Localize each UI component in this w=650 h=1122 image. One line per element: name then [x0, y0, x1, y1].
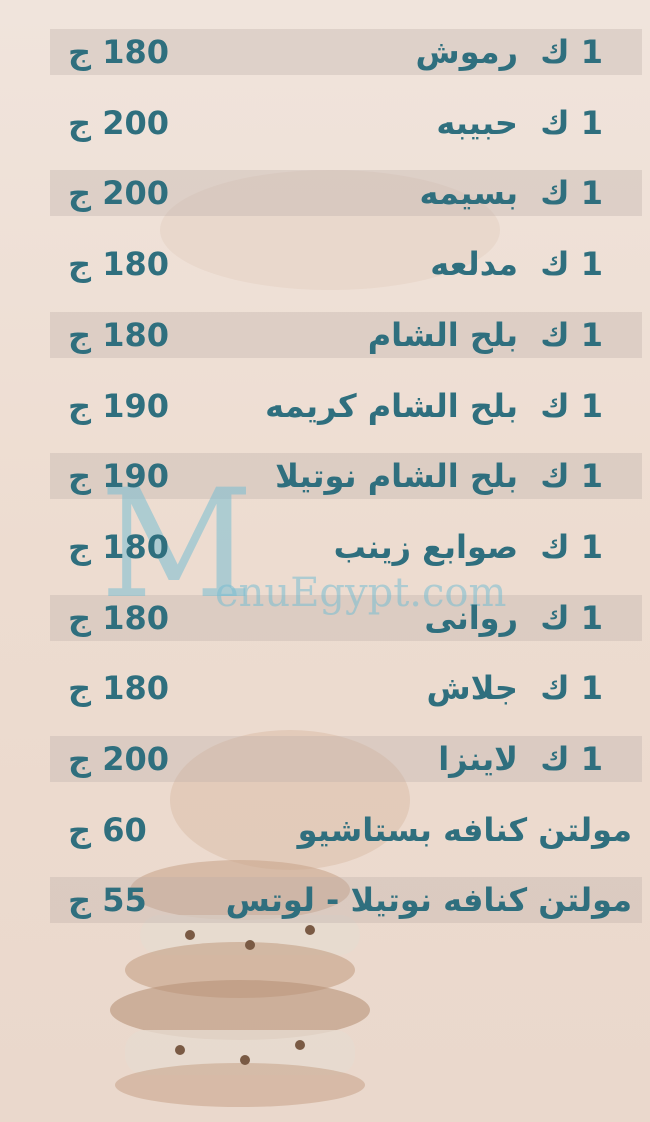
item-price: 60 ج	[68, 810, 147, 849]
item-name: 1 ك روانى	[424, 598, 603, 637]
item-name: 1 ك مدلعه	[430, 245, 603, 284]
row-band	[50, 453, 642, 500]
item-name: 1 ك صوابع زينب	[333, 527, 603, 566]
item-price: 180 ج	[68, 245, 169, 284]
row-band	[50, 311, 642, 358]
item-price: 180 ج	[68, 315, 169, 354]
item-price: 190 ج	[68, 386, 169, 425]
row-band	[50, 170, 642, 217]
item-price: 200 ج	[68, 740, 169, 778]
watermark-logo: M	[100, 458, 254, 632]
item-name: مولتن كنافه بستاشيو	[297, 810, 632, 849]
item-name: 1 ك بلح الشام نوتيلا	[275, 457, 603, 496]
item-price: 200 ج	[68, 103, 169, 142]
item-price: 55 ج	[68, 881, 147, 920]
item-name: 1 ك حبيبه	[436, 103, 603, 142]
item-price: 180 ج	[68, 33, 169, 71]
row-band	[50, 736, 642, 782]
item-name: مولتن كنافه نوتيلا - لوتس	[225, 881, 632, 920]
item-name: 1 ك لاينزا	[438, 740, 603, 778]
watermark-text: enuEgypt.com	[215, 570, 507, 616]
item-price: 180 ج	[68, 598, 169, 637]
row-band	[50, 594, 642, 641]
item-name: 1 ك رموش	[415, 33, 603, 71]
item-price: 180 ج	[68, 669, 169, 708]
item-name: 1 ك جلاش	[426, 669, 603, 708]
item-price: 180 ج	[68, 527, 169, 566]
item-name: 1 ك بسيمه	[419, 174, 603, 213]
item-name: 1 ك بلح الشام	[367, 315, 603, 354]
item-name: 1 ك بلح الشام كريمه	[265, 386, 603, 425]
row-band	[50, 877, 642, 924]
row-band	[50, 29, 642, 75]
item-price: 190 ج	[68, 457, 169, 496]
item-price: 200 ج	[68, 174, 169, 213]
